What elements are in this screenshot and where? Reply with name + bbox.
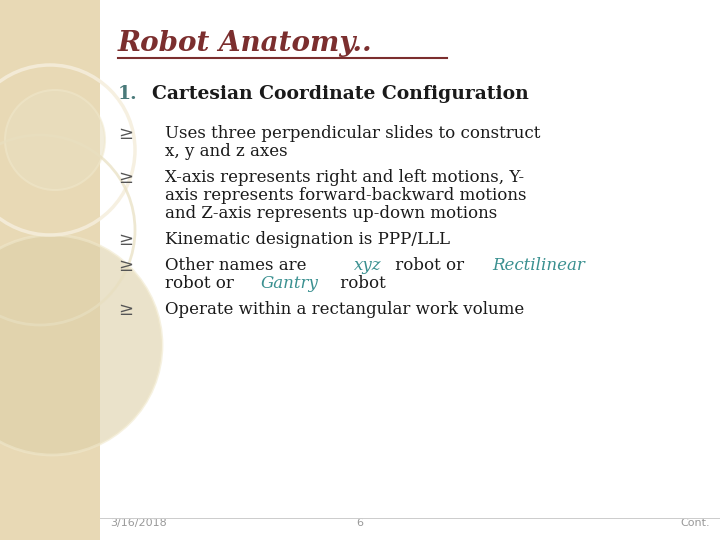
Text: Rectilinear: Rectilinear [492,257,585,274]
Text: ≥: ≥ [118,169,133,187]
Text: robot or: robot or [390,257,469,274]
Text: Other names are: Other names are [165,257,312,274]
Text: 3/16/2018: 3/16/2018 [110,518,167,528]
Text: ≥: ≥ [118,125,133,143]
Bar [0,0,100,540]
Circle shape [0,235,162,455]
Text: ≥: ≥ [118,301,133,319]
Text: ≥: ≥ [118,231,133,249]
Text: robot: robot [336,275,386,292]
Circle shape [5,90,105,190]
Text: axis represents forward-backward motions: axis represents forward-backward motions [165,187,526,204]
Text: Cont.: Cont. [680,518,710,528]
Text: robot or: robot or [165,275,239,292]
Text: 6: 6 [356,518,364,528]
Text: X-axis represents right and left motions, Y-: X-axis represents right and left motions… [165,169,524,186]
Text: ≥: ≥ [118,257,133,275]
Text: 1.: 1. [118,85,138,103]
Text: and Z-axis represents up-down motions: and Z-axis represents up-down motions [165,205,498,222]
Text: Kinematic designation is PPP/LLL: Kinematic designation is PPP/LLL [165,231,450,248]
Text: Uses three perpendicular slides to construct: Uses three perpendicular slides to const… [165,125,541,142]
Text: Cartesian Coordinate Configuration: Cartesian Coordinate Configuration [152,85,528,103]
Text: Robot Anatomy..: Robot Anatomy.. [118,30,373,57]
Text: x, y and z axes: x, y and z axes [165,143,287,160]
Text: Operate within a rectangular work volume: Operate within a rectangular work volume [165,301,524,318]
Text: Gantry: Gantry [261,275,318,292]
Text: xyz: xyz [354,257,382,274]
